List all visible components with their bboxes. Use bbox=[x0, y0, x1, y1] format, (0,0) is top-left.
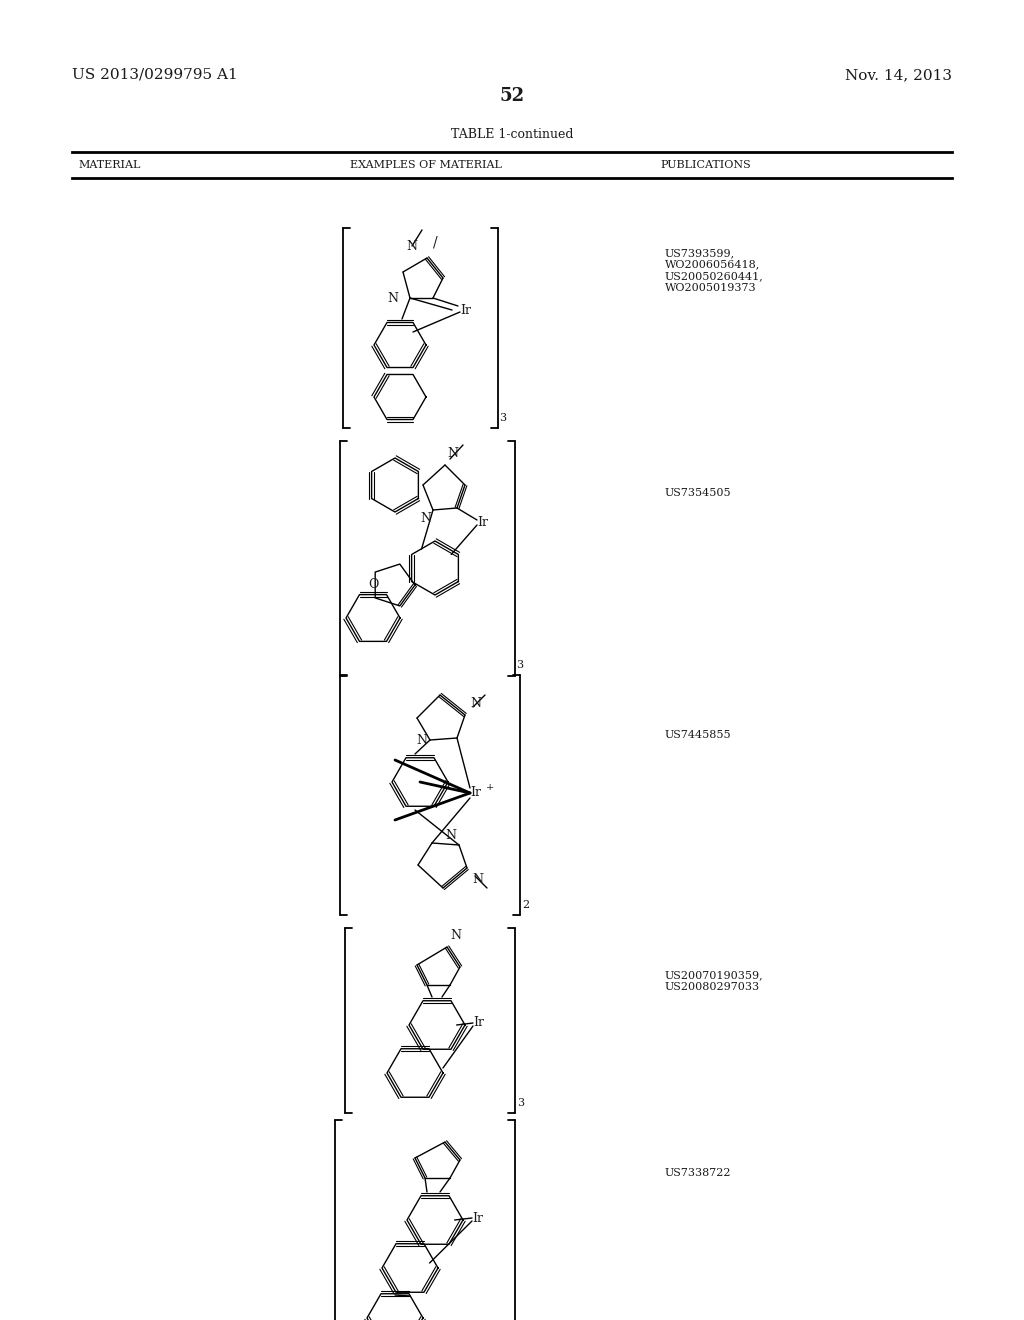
Text: N: N bbox=[472, 873, 483, 886]
Text: N: N bbox=[387, 292, 398, 305]
Text: Nov. 14, 2013: Nov. 14, 2013 bbox=[845, 69, 952, 82]
Text: N: N bbox=[450, 929, 461, 942]
Text: PUBLICATIONS: PUBLICATIONS bbox=[660, 160, 751, 170]
Text: US7393599,
WO2006056418,
US20050260441,
WO2005019373: US7393599, WO2006056418, US20050260441, … bbox=[665, 248, 764, 293]
Text: 3: 3 bbox=[516, 660, 523, 671]
Text: Ir: Ir bbox=[473, 1016, 484, 1030]
Text: N: N bbox=[447, 447, 458, 459]
Text: US7354505: US7354505 bbox=[665, 488, 731, 498]
Text: US7338722: US7338722 bbox=[665, 1168, 731, 1177]
Text: N: N bbox=[406, 240, 417, 253]
Text: Ir: Ir bbox=[477, 516, 488, 528]
Text: N: N bbox=[445, 829, 456, 842]
Text: 52: 52 bbox=[500, 87, 524, 106]
Text: N: N bbox=[420, 512, 431, 525]
Text: O: O bbox=[368, 578, 378, 591]
Text: 2: 2 bbox=[522, 900, 529, 909]
Text: Ir: Ir bbox=[470, 787, 481, 800]
Text: N: N bbox=[416, 734, 427, 747]
Text: /: / bbox=[433, 235, 437, 249]
Text: Ir: Ir bbox=[472, 1212, 483, 1225]
Text: 3: 3 bbox=[500, 413, 507, 422]
Text: US 2013/0299795 A1: US 2013/0299795 A1 bbox=[72, 69, 238, 82]
Text: TABLE 1-continued: TABLE 1-continued bbox=[451, 128, 573, 141]
Text: Ir: Ir bbox=[460, 304, 471, 317]
Text: +: + bbox=[486, 784, 495, 792]
Text: MATERIAL: MATERIAL bbox=[78, 160, 140, 170]
Text: N: N bbox=[470, 697, 481, 710]
Text: US20070190359,
US20080297033: US20070190359, US20080297033 bbox=[665, 970, 764, 991]
Text: 3: 3 bbox=[517, 1097, 524, 1107]
Text: US7445855: US7445855 bbox=[665, 730, 731, 741]
Text: EXAMPLES OF MATERIAL: EXAMPLES OF MATERIAL bbox=[350, 160, 502, 170]
